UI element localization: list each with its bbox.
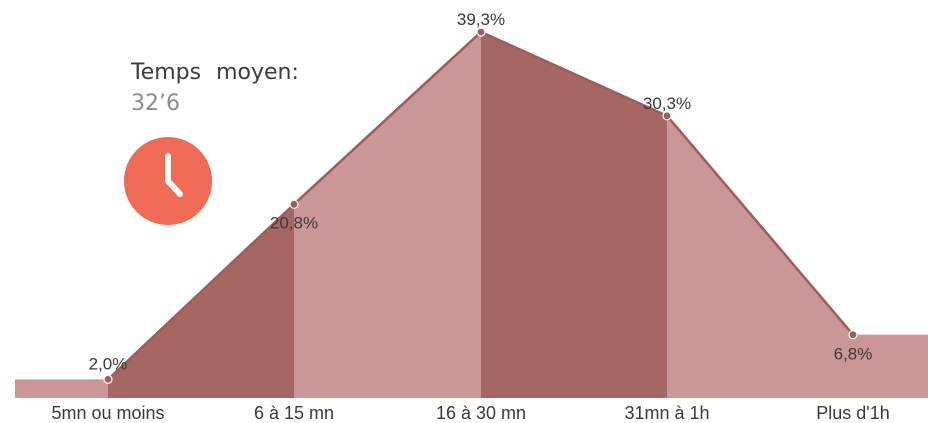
band-right [853, 334, 928, 398]
data-point-4 [662, 111, 672, 121]
data-label-4: 30,3% [643, 94, 691, 113]
chart-points [103, 27, 858, 384]
band-left [15, 379, 108, 398]
average-time-value: 32’6 [131, 91, 180, 116]
data-point-2 [289, 199, 299, 209]
chart-data-labels: 2,0% 20,8% 39,3% 30,3% 6,8% [89, 10, 873, 373]
x-tick-label-1: 5mn ou moins [51, 403, 164, 423]
data-point-5 [848, 330, 858, 340]
chart-x-labels: 5mn ou moins 6 à 15 mn 16 à 30 mn 31mn à 1h… [51, 403, 889, 423]
average-time-title: Temps moyen: [131, 60, 299, 85]
band-segment-3 [481, 32, 667, 398]
average-time-box: Temps moyen: 32’6 [131, 60, 299, 116]
x-tick-label-3: 16 à 30 mn [436, 403, 526, 423]
x-tick-label-4: 31mn à 1h [624, 403, 709, 423]
chart-bands [15, 32, 928, 398]
x-tick-label-5: Plus d'1h [816, 403, 890, 423]
x-tick-label-2: 6 à 15 mn [254, 403, 334, 423]
band-segment-2 [294, 32, 481, 398]
data-label-1: 2,0% [89, 354, 128, 373]
band-segment-1 [108, 204, 294, 398]
data-label-5: 6,8% [834, 345, 873, 364]
data-label-2: 20,8% [270, 213, 318, 232]
data-point-3 [476, 27, 486, 37]
band-segment-4 [667, 115, 853, 398]
clock-icon [124, 137, 212, 225]
data-label-3: 39,3% [457, 10, 505, 29]
data-point-1 [103, 374, 113, 384]
